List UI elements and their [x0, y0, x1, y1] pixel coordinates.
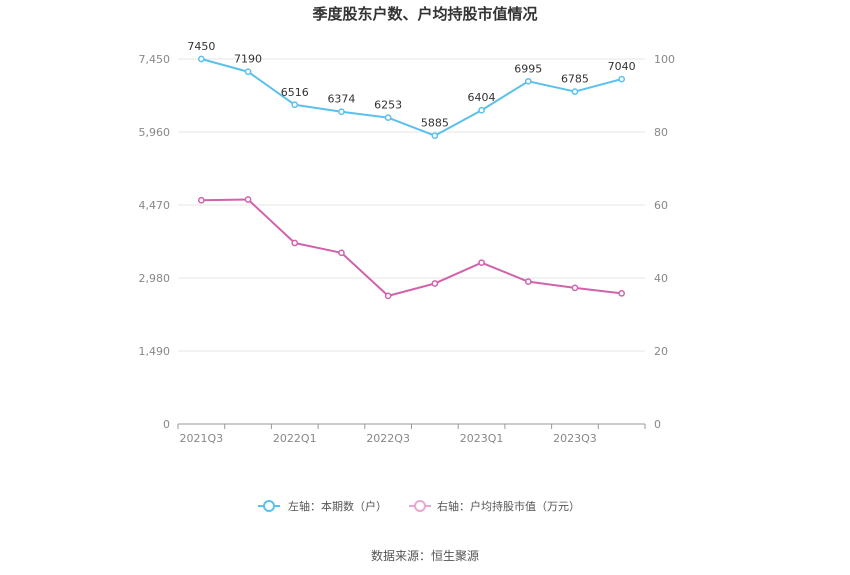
y-left-tick-label: 5,960: [139, 126, 171, 139]
legend-item[interactable]: 右轴：户均持股市值（万元）: [409, 499, 580, 513]
y-left-tick-label: 7,450: [139, 53, 171, 66]
data-label: 7450: [187, 40, 215, 53]
series-line-holders: [201, 58, 622, 137]
legend[interactable]: 左轴：本期数（户） 右轴：户均持股市值（万元）: [258, 499, 580, 513]
data-point: [431, 280, 439, 287]
data-label: 6253: [374, 99, 402, 112]
data-point: [338, 108, 345, 116]
y-right-tick-label: 40: [654, 272, 668, 285]
y-right-tick-label: 0: [654, 418, 661, 431]
data-point: [244, 196, 252, 203]
data-point: [291, 239, 299, 247]
data-point: [524, 77, 532, 85]
data-label: 6374: [327, 93, 355, 106]
y-right-tick-label: 80: [654, 126, 668, 139]
y-left-tick-label: 4,470: [139, 199, 171, 212]
grid: [178, 58, 645, 352]
x-tick-label: 2022Q3: [366, 432, 410, 445]
data-point: [384, 292, 392, 300]
legend-label: 右轴：户均持股市值（万元）: [437, 499, 580, 513]
y-right-tick-label: 100: [654, 53, 675, 66]
legend-label: 左轴：本期数（户）: [288, 499, 387, 513]
data-label: 7040: [608, 60, 636, 73]
data-point: [618, 75, 626, 83]
data-point: [571, 88, 579, 95]
data-point: [571, 284, 579, 292]
data-label: 5885: [421, 117, 449, 130]
legend-marker: [414, 500, 426, 512]
axes: 0 0 1,490 20 2,980 40 4,470 60 5,960 80 7,450 100 20…: [139, 53, 676, 445]
data-point: [198, 55, 205, 63]
data-point: [291, 101, 299, 109]
data-label: 7190: [234, 53, 262, 66]
data-point: [478, 106, 485, 114]
data-point: [524, 278, 532, 285]
series-layer: 7450 7190 6516 6374 6253 5885 6404 6995 6785 7040: [187, 40, 636, 300]
data-point: [198, 196, 205, 204]
y-right-tick-label: 60: [654, 199, 668, 212]
y-left-tick-label: 1,490: [139, 345, 171, 358]
data-point: [618, 289, 626, 297]
legend-marker: [263, 500, 275, 512]
chart-title: 季度股东户数、户均持股市值情况: [312, 5, 537, 23]
x-tick-label: 2022Q1: [273, 432, 317, 445]
data-point: [244, 68, 252, 76]
series-line-avg-value: [201, 198, 622, 297]
y-left-tick-label: 2,980: [139, 272, 171, 285]
y-right-tick-label: 20: [654, 345, 668, 358]
data-point: [431, 132, 439, 140]
x-tick-label: 2021Q3: [180, 432, 224, 445]
x-tick-label: 2023Q1: [460, 432, 504, 445]
data-point: [478, 259, 485, 267]
legend-item[interactable]: 左轴：本期数（户）: [258, 499, 387, 513]
data-label: 6516: [281, 86, 309, 99]
data-label: 6785: [561, 73, 589, 86]
x-tick-label: 2023Q3: [553, 432, 597, 445]
y-left-tick-label: 0: [163, 418, 170, 431]
data-label: 6995: [514, 62, 542, 75]
data-label: 6404: [468, 91, 496, 104]
data-source: 数据来源：恒生聚源: [371, 548, 479, 563]
data-point: [384, 114, 392, 121]
data-point: [338, 249, 345, 257]
